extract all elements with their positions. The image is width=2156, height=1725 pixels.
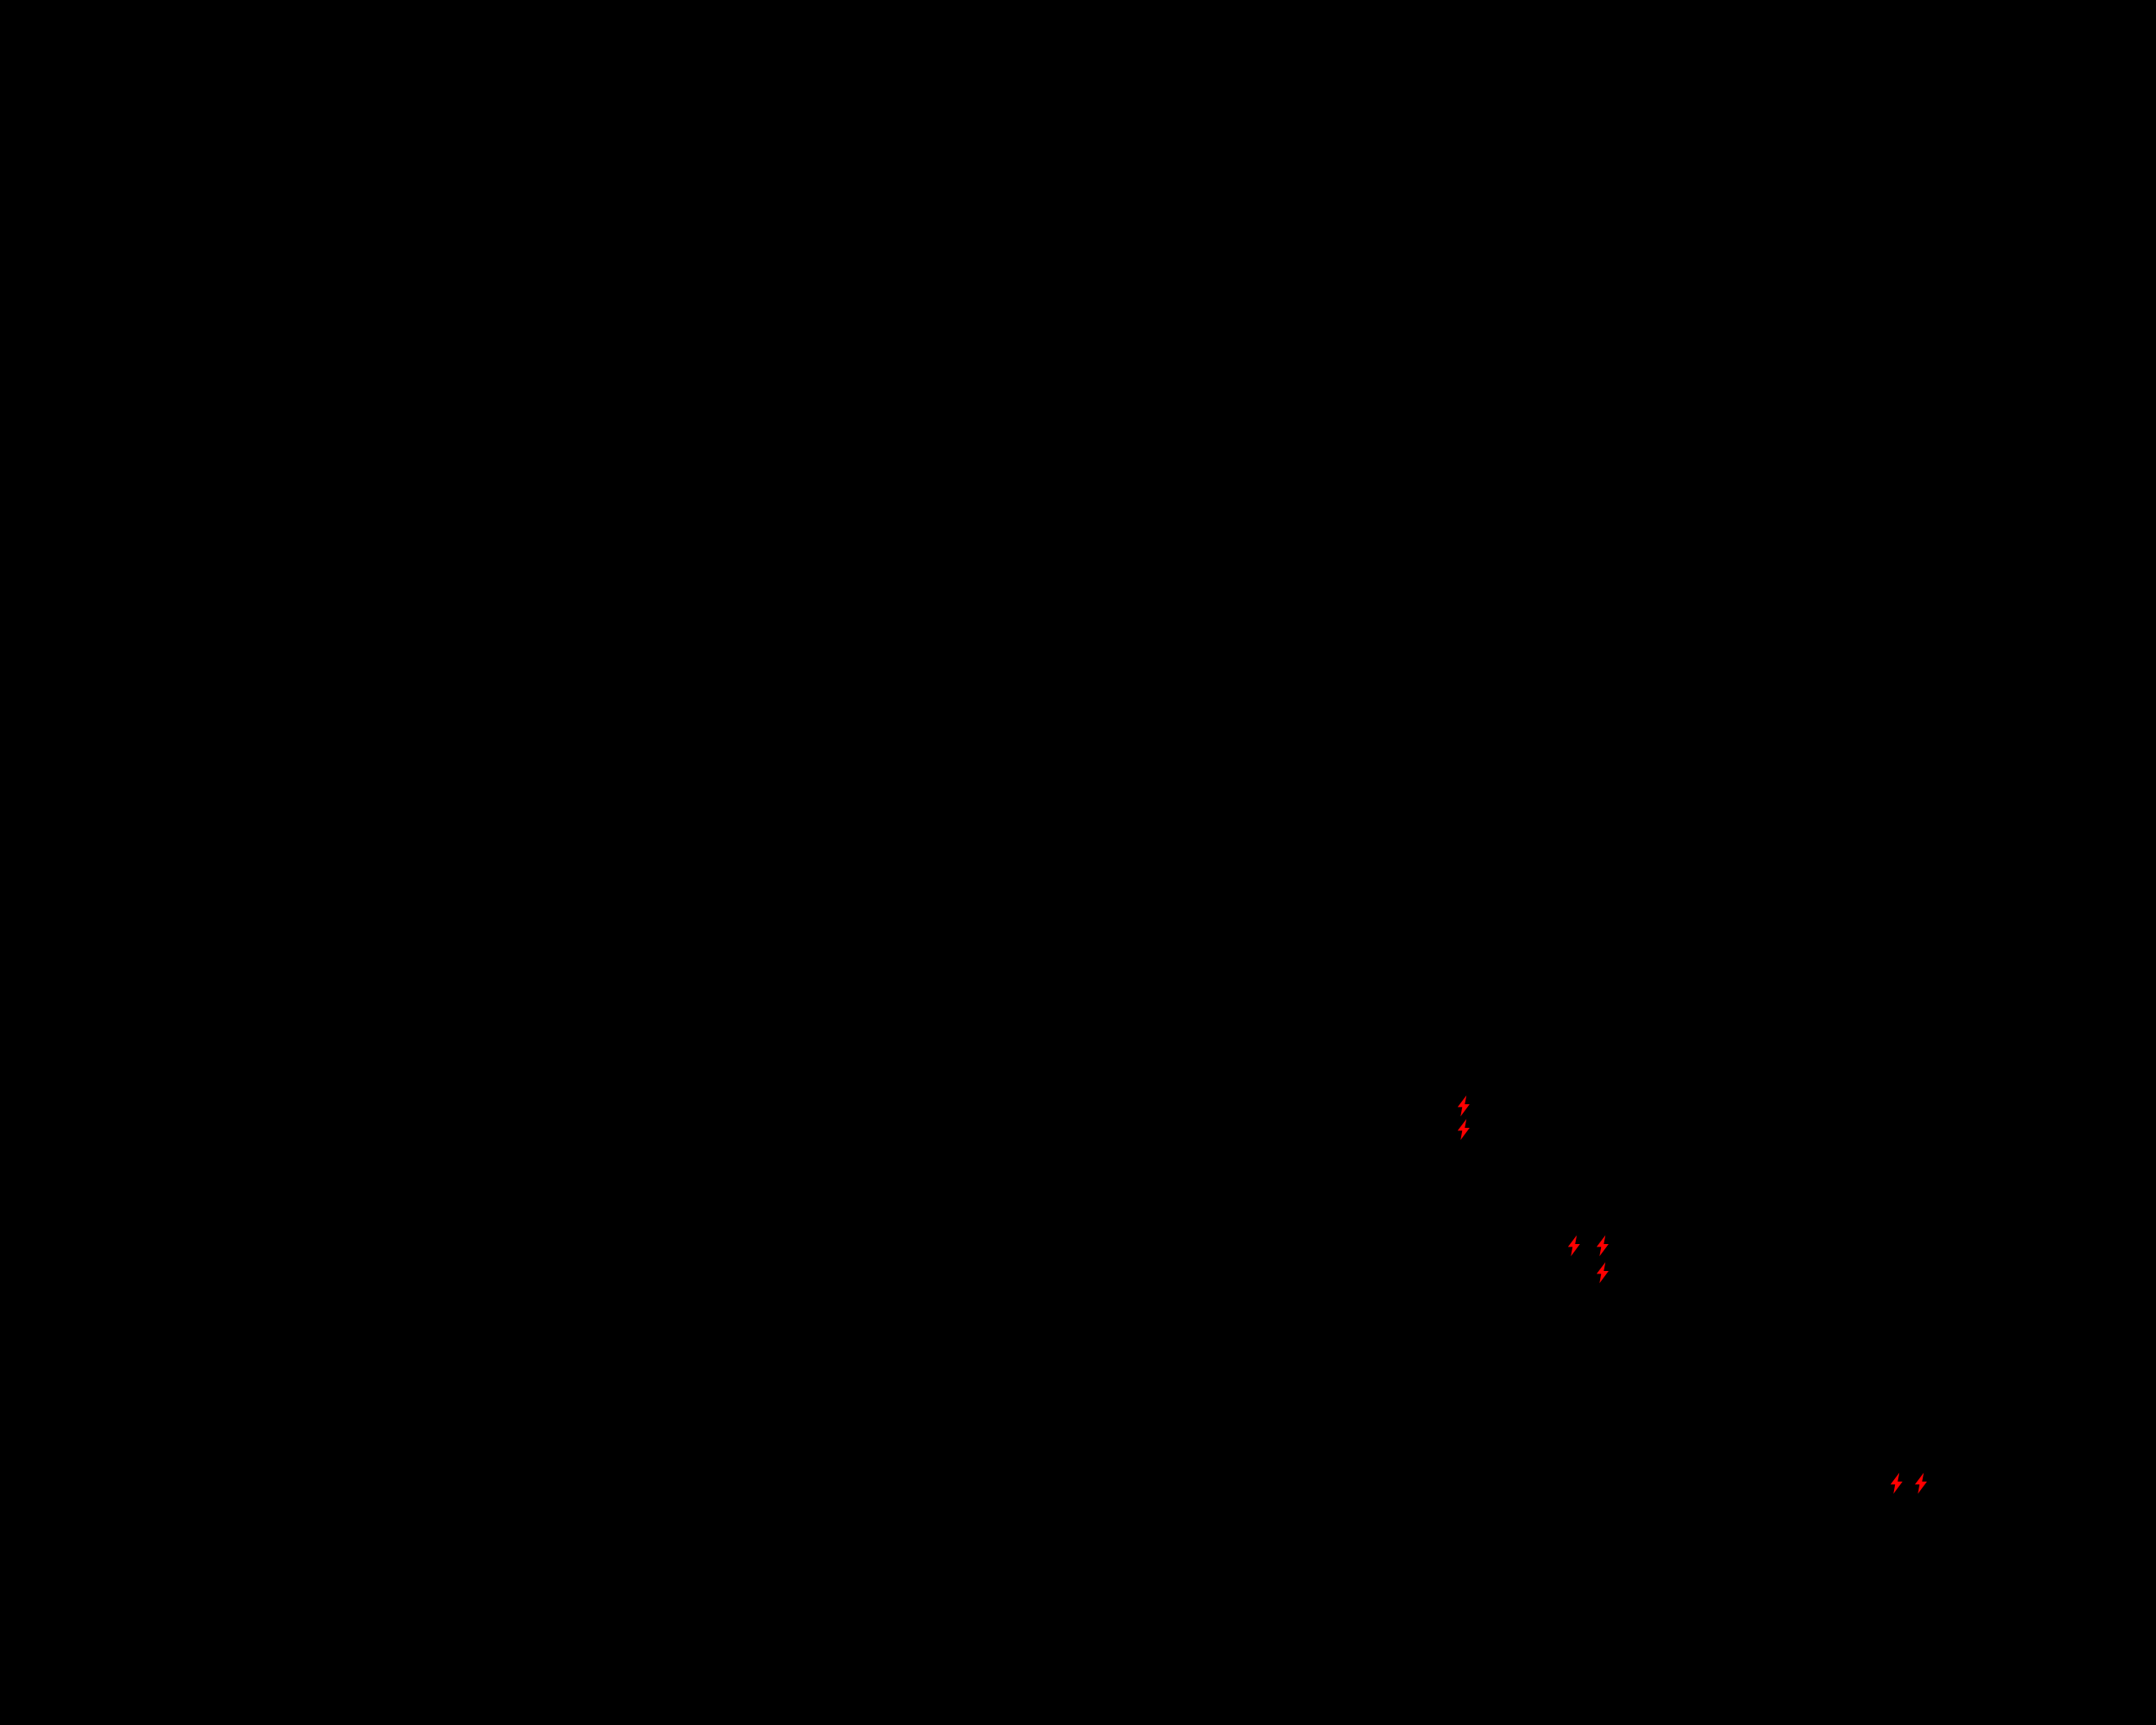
lightning-bolt-icon[interactable]: [1561, 1233, 1587, 1258]
lightning-bolt-icon[interactable]: [1884, 1471, 1909, 1496]
lightning-bolt-icon[interactable]: [1908, 1471, 1934, 1496]
lightning-bolt-icon[interactable]: [1590, 1260, 1615, 1285]
lightning-bolt-icon[interactable]: [1451, 1117, 1476, 1142]
lightning-bolt-icon[interactable]: [1451, 1093, 1476, 1119]
lightning-bolt-icon[interactable]: [1590, 1233, 1615, 1258]
